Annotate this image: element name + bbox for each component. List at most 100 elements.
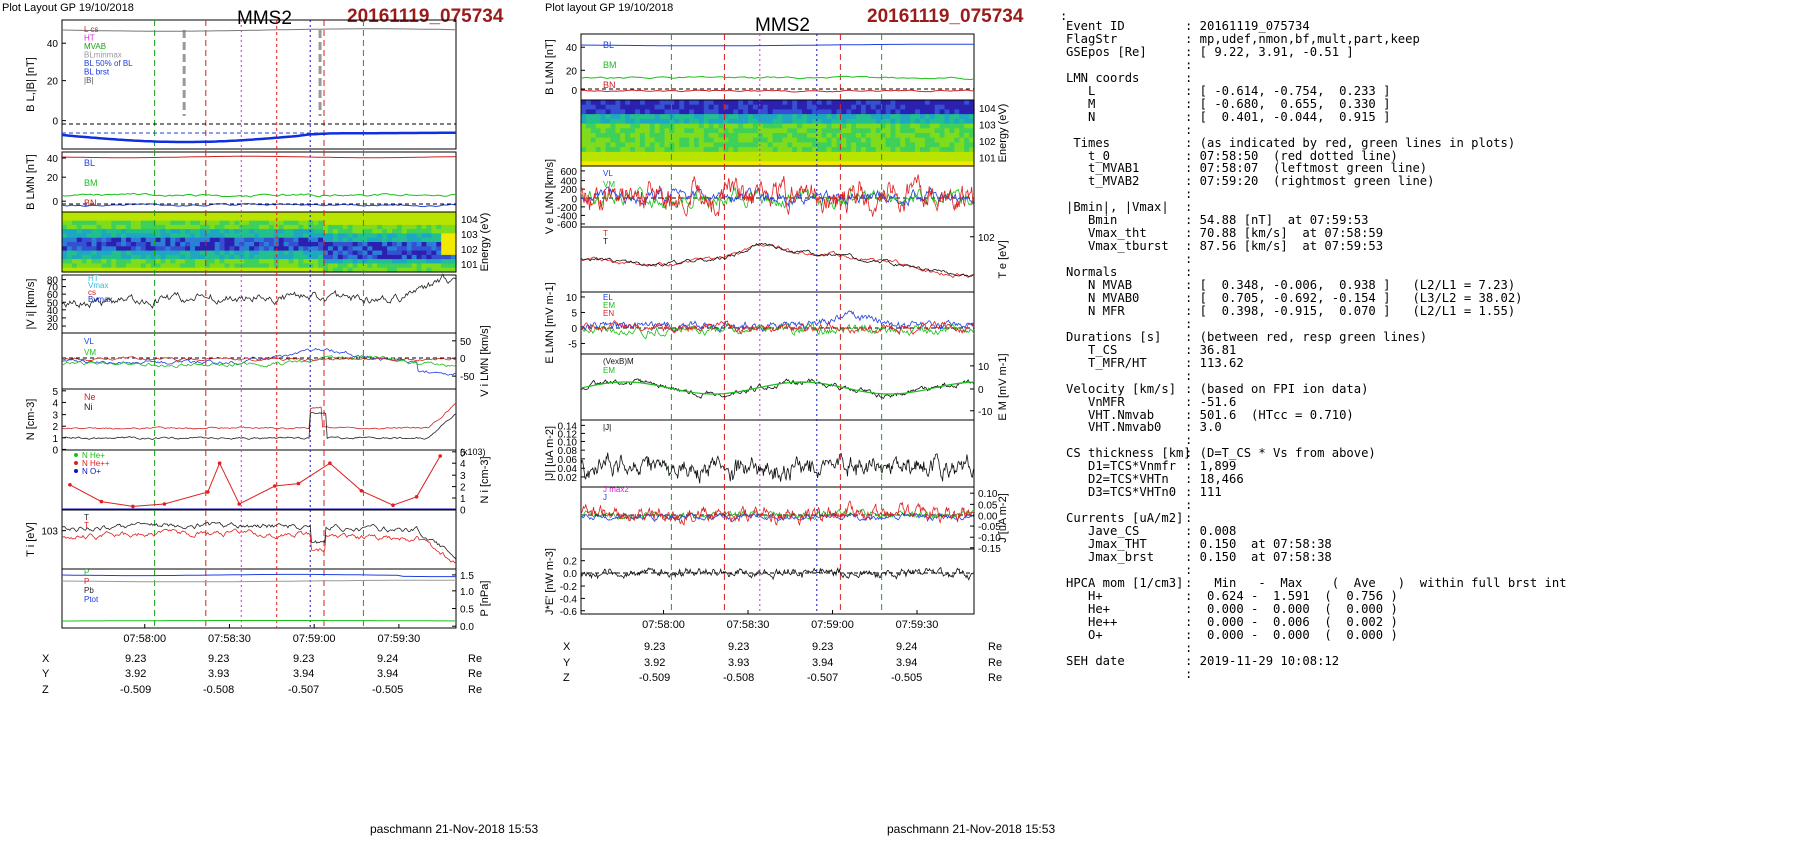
right-spec-cell xyxy=(679,114,685,120)
right-spec-cell xyxy=(694,137,700,143)
right-spec-cell xyxy=(713,156,720,162)
right-spec-cell xyxy=(826,156,833,162)
right-spec-cell xyxy=(787,118,793,125)
left-spec-cell xyxy=(259,216,265,222)
info-key-7: N xyxy=(1066,109,1096,124)
right-spec-cell xyxy=(920,118,926,125)
right-spec-cell xyxy=(767,128,774,134)
right-spec-cell xyxy=(870,147,877,153)
left-spec-cell xyxy=(283,237,290,243)
left-spec-cell xyxy=(62,229,68,234)
right-spec-cell xyxy=(949,109,955,115)
left-spec-cell xyxy=(288,229,295,234)
right-spec-ylabel: Energy (eV) xyxy=(997,104,1009,163)
right-blmn-legend-2: BN xyxy=(603,80,616,90)
right-spec-cell xyxy=(600,156,607,162)
left-spec-cell xyxy=(313,263,319,269)
left-spec-cell xyxy=(165,233,171,239)
left-spec-cell xyxy=(308,250,314,256)
right-z-1: -0.508 xyxy=(723,672,755,684)
right-spec-cell xyxy=(924,137,931,143)
right-spec-cell xyxy=(816,100,823,106)
right-spec-cell xyxy=(689,128,695,134)
left-spec-cell xyxy=(387,237,393,243)
right-spec-cell xyxy=(831,104,837,110)
right-spec-cell xyxy=(920,104,926,110)
right-spec-cell xyxy=(964,156,970,162)
right-spec-cell xyxy=(821,151,828,158)
right-spec-cell xyxy=(851,100,857,106)
left-spec-cell xyxy=(436,237,442,243)
left-spec-cell xyxy=(180,224,186,230)
left-spec-cell xyxy=(451,216,457,222)
left-spec-cell xyxy=(145,237,152,243)
left-spec-cell xyxy=(175,229,181,234)
left-BL-ytick-0: 40 xyxy=(47,39,59,50)
info-value-4: : xyxy=(1185,70,1193,85)
left-spec-cell xyxy=(165,242,171,247)
right-spec-cell xyxy=(831,151,837,158)
left-spec-cell xyxy=(62,242,68,247)
right-x-1: 9.23 xyxy=(728,641,750,653)
left-spec-cell xyxy=(91,233,97,239)
info-key-20: N MVAB xyxy=(1066,278,1133,292)
right-spec-cell xyxy=(684,100,690,106)
right-spec-cell xyxy=(659,118,666,125)
left-spec-cell xyxy=(101,263,107,269)
right-spec-cell xyxy=(767,151,774,158)
right-spec-cell xyxy=(625,161,631,167)
info-value-36: : 111 xyxy=(1185,485,1222,500)
right-spec-cell xyxy=(954,142,960,148)
right-spec-cell xyxy=(674,147,680,153)
right-EM-rtick-0: 10 xyxy=(978,362,990,373)
left-spec-cell xyxy=(111,263,117,269)
left-spec-cell xyxy=(135,212,142,217)
right-spec-cell xyxy=(635,118,641,125)
right-spec-cell xyxy=(915,156,921,162)
left-spec-cell xyxy=(446,233,452,239)
left-spec-cell xyxy=(254,233,260,239)
left-spec-cell xyxy=(259,267,265,273)
right-spec-cell xyxy=(679,123,685,129)
left-spec-cell xyxy=(288,263,295,269)
right-spec-cell xyxy=(659,151,666,158)
right-spec-cell xyxy=(831,100,837,106)
right-spec-cell xyxy=(865,109,872,115)
right-spec-cell xyxy=(831,123,837,129)
right-blmn-bm xyxy=(580,75,975,81)
left-spec-cell xyxy=(224,246,230,252)
left-spec-cell xyxy=(426,246,432,252)
left-spec-cell xyxy=(441,220,447,226)
left-spec-cell xyxy=(121,267,127,273)
left-spec-cell xyxy=(308,259,314,264)
right-spec-cell xyxy=(856,118,862,125)
left-spec-cell xyxy=(91,250,97,256)
left-Vi-ytick-4: 40 xyxy=(47,306,59,317)
left-spec-cell xyxy=(219,229,226,234)
right-spec-cell xyxy=(772,118,779,125)
right-spec-cell xyxy=(615,114,621,120)
left-spec-cell xyxy=(293,242,299,247)
right-spec-cell xyxy=(782,118,788,125)
info-lead: : xyxy=(1060,9,1068,23)
left-Ni-rtick-3: 2 xyxy=(460,483,466,494)
right-spec-cell xyxy=(949,133,955,139)
left-spec-cell xyxy=(86,267,93,273)
left-spec-cell xyxy=(224,224,230,230)
left-spec-cell xyxy=(421,212,427,217)
right-spec-cell xyxy=(821,109,828,115)
right-spec-cell xyxy=(826,109,833,115)
right-spec-cell xyxy=(733,114,739,120)
left-spec-cell xyxy=(318,259,324,264)
right-spec-cell xyxy=(625,156,631,162)
left-spec-cell xyxy=(362,246,368,252)
right-spec-cell xyxy=(816,123,823,129)
right-spec-cell xyxy=(620,133,626,139)
left-spec-cell xyxy=(288,242,295,247)
left-spec-cell xyxy=(352,224,359,230)
left-spec-cell xyxy=(411,250,418,256)
left-spec-cell xyxy=(396,212,403,217)
left-spec-cell xyxy=(155,229,162,234)
right-spec-cell xyxy=(708,147,715,153)
right-spec-cell xyxy=(743,104,749,110)
